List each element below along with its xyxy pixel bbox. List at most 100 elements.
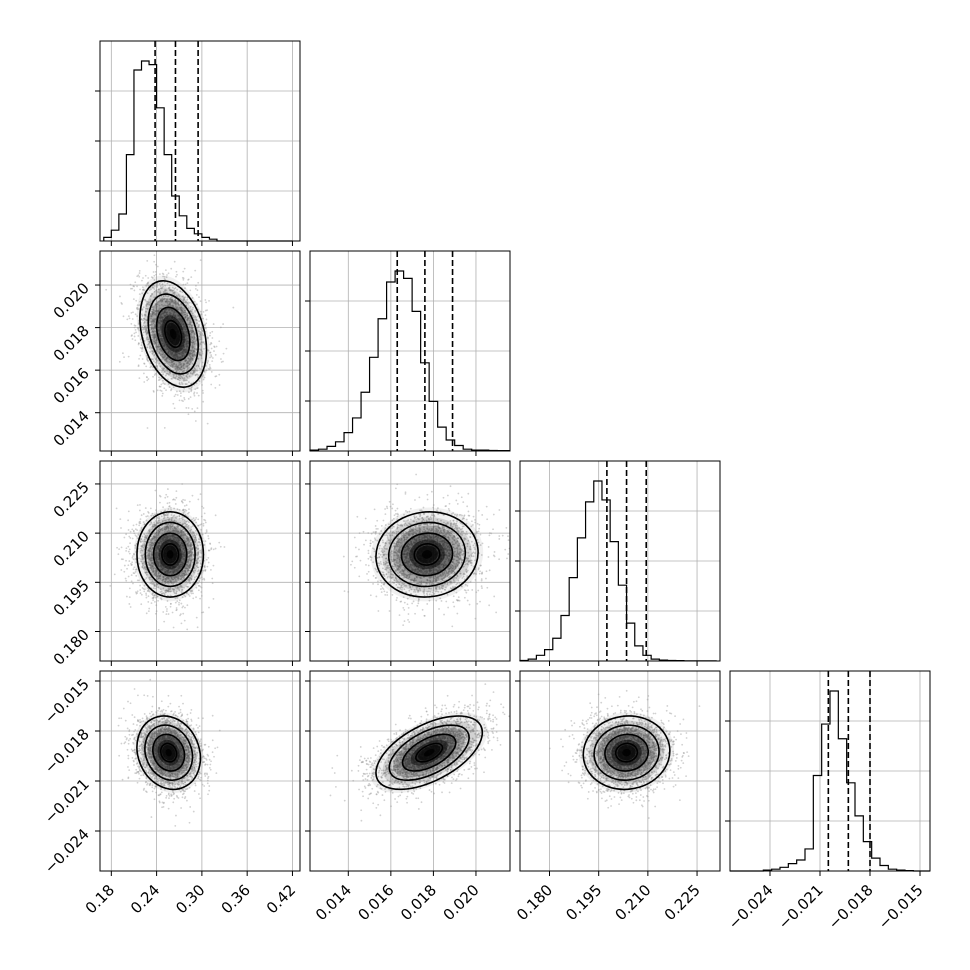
- sample-point: [184, 287, 186, 290]
- sample-point: [159, 314, 162, 316]
- sample-point: [131, 537, 134, 540]
- sample-point: [159, 385, 162, 388]
- sample-point: [152, 314, 154, 316]
- sample-point: [201, 352, 204, 355]
- sample-point: [143, 317, 146, 320]
- sample-point: [180, 399, 183, 402]
- sample-point: [168, 287, 170, 290]
- sample-point: [136, 315, 138, 317]
- sample-point: [188, 316, 191, 318]
- sample-point: [153, 318, 156, 320]
- sample-point: [136, 304, 139, 307]
- sample-point: [149, 320, 151, 323]
- sample-point: [133, 332, 136, 335]
- sample-point: [173, 357, 176, 360]
- sample-point: [163, 387, 166, 390]
- sample-point: [140, 514, 143, 517]
- sample-point: [197, 326, 200, 328]
- sample-point: [189, 361, 192, 363]
- sample-point: [197, 498, 200, 501]
- sample-point: [184, 606, 186, 609]
- sample-point: [153, 374, 156, 376]
- sample-point: [143, 326, 146, 329]
- sample-point: [183, 333, 185, 336]
- sample-point: [155, 610, 158, 613]
- sample-point: [162, 325, 165, 328]
- sample-point: [158, 376, 161, 379]
- sample-point: [131, 528, 134, 531]
- sample-point: [140, 318, 143, 321]
- sample-point: [184, 348, 187, 351]
- sample-point: [190, 390, 193, 393]
- sample-point: [164, 294, 167, 297]
- sample-point: [195, 342, 198, 345]
- sample-point: [174, 301, 177, 303]
- sample-point: [187, 362, 190, 365]
- sample-point: [168, 284, 171, 287]
- sample-point: [159, 299, 162, 302]
- sample-point: [155, 305, 158, 308]
- sample-point: [172, 348, 175, 351]
- sample-point: [199, 368, 202, 370]
- sample-point: [145, 592, 147, 595]
- sample-point: [173, 362, 175, 365]
- sample-point: [200, 341, 203, 344]
- sample-point: [197, 330, 200, 333]
- sample-point: [183, 349, 186, 352]
- sample-point: [182, 311, 185, 314]
- sample-point: [162, 320, 165, 322]
- sample-point: [160, 320, 163, 322]
- sample-point: [164, 356, 166, 358]
- sample-point: [159, 327, 162, 330]
- sample-point: [153, 260, 156, 263]
- sample-point: [183, 367, 186, 370]
- sample-point: [162, 319, 165, 321]
- sample-point: [166, 291, 168, 294]
- sample-point: [180, 347, 183, 350]
- sample-point: [128, 548, 131, 551]
- sample-point: [200, 349, 203, 352]
- sample-point: [164, 338, 167, 341]
- sample-point: [149, 300, 152, 303]
- sample-point: [161, 392, 164, 395]
- sample-point: [191, 353, 194, 356]
- sample-point: [165, 372, 168, 375]
- sample-point: [176, 365, 179, 368]
- sample-point: [162, 285, 164, 288]
- sample-point: [152, 390, 155, 393]
- sample-point: [185, 359, 188, 362]
- sample-point: [174, 315, 177, 317]
- sample-point: [143, 322, 145, 325]
- sample-point: [197, 589, 200, 592]
- sample-point: [184, 313, 186, 316]
- sample-point: [146, 331, 149, 334]
- sample-point: [181, 328, 183, 331]
- sample-point: [134, 325, 137, 327]
- sample-point: [165, 343, 167, 346]
- sample-point: [187, 381, 190, 384]
- sample-point: [165, 276, 168, 279]
- sample-point: [186, 628, 189, 631]
- sample-point: [171, 316, 174, 319]
- sample-point: [172, 376, 175, 379]
- sample-point: [166, 304, 169, 307]
- sample-point: [186, 339, 189, 342]
- sample-point: [184, 328, 187, 330]
- sample-point: [168, 317, 171, 320]
- sample-point: [166, 360, 169, 363]
- sample-point: [178, 376, 181, 379]
- sample-point: [202, 341, 205, 344]
- sample-point: [191, 324, 194, 327]
- sample-point: [211, 330, 214, 333]
- sample-point: [145, 284, 148, 287]
- sample-point: [177, 317, 180, 320]
- sample-point: [218, 384, 221, 386]
- sample-point: [163, 341, 166, 343]
- sample-point: [169, 602, 172, 605]
- sample-point: [186, 312, 189, 315]
- sample-point: [182, 336, 185, 339]
- sample-point: [192, 351, 195, 353]
- sample-point: [171, 316, 173, 319]
- sample-point: [192, 342, 194, 344]
- sample-point: [170, 352, 173, 355]
